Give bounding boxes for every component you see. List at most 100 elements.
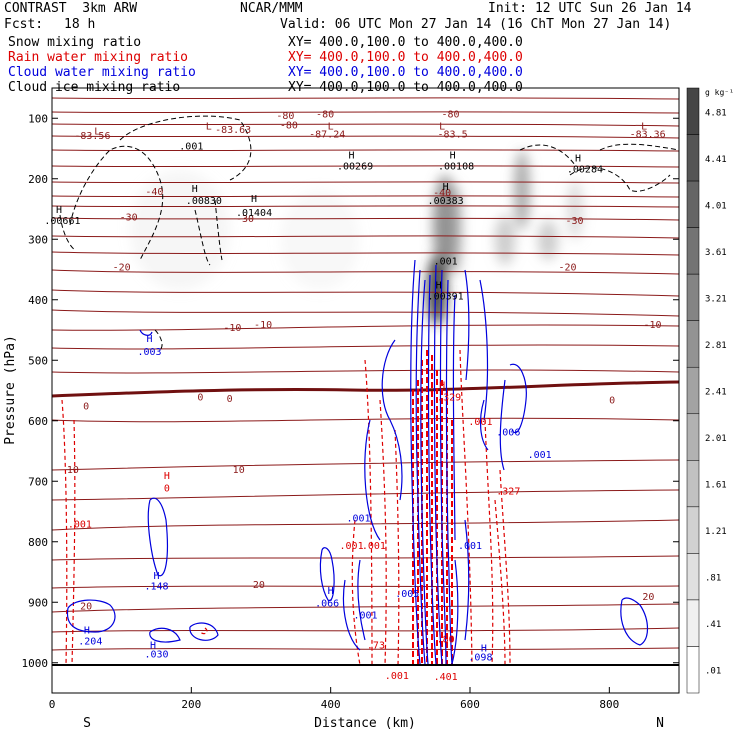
extremum-label: H [56, 205, 62, 216]
colorbar-label: 4.01 [705, 201, 727, 211]
extremum-label: H [349, 151, 355, 162]
extremum-label: .006 [496, 428, 520, 439]
colorbar-label: 1.61 [705, 481, 727, 491]
rain-core [412, 350, 453, 664]
temperature-label: -80 [276, 111, 294, 122]
extremum-label: .001 [340, 541, 364, 552]
colorbar-swatch [686, 646, 700, 694]
colorbar-label: 4.81 [705, 108, 727, 118]
temperature-label: -30 [120, 212, 138, 223]
colorbar-swatch [686, 413, 700, 461]
colorbar-swatch [686, 553, 700, 601]
y-tick-label: 600 [28, 415, 48, 428]
extremum-label: .00269 [337, 161, 373, 172]
x-tick-label: 200 [181, 698, 201, 711]
extremum-label: L [439, 122, 445, 133]
temperature-contours [52, 97, 679, 651]
colorbar-label: 2.81 [705, 341, 727, 351]
ice-shading [130, 150, 583, 325]
colorbar-label: .41 [705, 620, 721, 630]
extremum-label: -83.36 [630, 129, 666, 140]
extremum-label: L [206, 122, 212, 133]
extremum-label: .001 [385, 671, 409, 682]
colorbar-label: 3.61 [705, 248, 727, 258]
extremum-label: H [147, 334, 153, 345]
cloud-water-contours [66, 259, 649, 665]
extremum-label: L [641, 122, 647, 133]
center-title: NCAR/MMM [240, 1, 303, 16]
colorbar-swatch [686, 134, 700, 182]
extremum-label: .00108 [438, 161, 474, 172]
snow-contours [59, 115, 679, 351]
colorbar-swatch [686, 599, 700, 647]
x-tick-label: 400 [321, 698, 341, 711]
colorbar-label: 3.21 [705, 294, 727, 304]
extremum-label: H [164, 471, 170, 482]
init-time: Init: 12 UTC Sun 26 Jan 14 [488, 1, 692, 16]
temperature-label: -30 [565, 216, 583, 227]
extremum-label: H [328, 586, 334, 597]
extremum-label: H [450, 151, 456, 162]
legend-cloud-water-xy: XY= 400.0,100.0 to 400.0,400.0 [288, 65, 523, 80]
extremum-label: .001 [362, 541, 386, 552]
temperature-label: -80 [280, 120, 298, 131]
colorbar-swatch [686, 320, 700, 368]
temperature-label: 0 [609, 396, 615, 407]
extremum-label: .00661 [44, 216, 80, 227]
extremum-label: .401 [434, 672, 458, 683]
extremum-label: .00830 [186, 196, 222, 207]
extremum-label: .001 [68, 520, 92, 531]
temperature-label: -40 [145, 187, 163, 198]
extremum-label: .030 [144, 650, 168, 661]
x-axis-title: Distance (km) [314, 716, 416, 731]
temperature-label: 0 [197, 393, 203, 404]
temperature-label: -80 [316, 109, 334, 120]
y-tick-label: 1000 [22, 657, 49, 670]
extremum-label: H [439, 380, 445, 391]
extremum-label: H [251, 194, 257, 205]
extremum-label: .005 [395, 589, 419, 600]
forecast-value: 18 h [64, 17, 96, 32]
legend-snow: Snow mixing ratio [8, 35, 142, 50]
extremum-label: .80 [437, 635, 455, 646]
extremum-label: .00284 [567, 164, 603, 175]
legend-cloud-water: Cloud water mixing ratio [8, 65, 196, 80]
extremum-label: .001 [179, 141, 203, 152]
temperature-label: 20 [80, 601, 92, 612]
extremum-label: H [481, 644, 487, 655]
extremum-label: H [436, 281, 442, 292]
y-tick-label: 200 [28, 173, 48, 186]
rain-contours [61, 349, 511, 666]
colorbar-swatch [686, 460, 700, 508]
extremum-label: .00391 [428, 292, 464, 303]
temperature-label: 20 [642, 592, 654, 603]
y-axis-title: Pressure (hPa) [3, 335, 18, 445]
plot-area [52, 97, 679, 666]
extremum-label: .00383 [428, 196, 464, 207]
extremum-label: -87.24 [309, 129, 345, 140]
extremum-label: .001 [468, 417, 492, 428]
temperature-label: 10 [233, 465, 245, 476]
extremum-label: H [575, 154, 581, 165]
extremum-label: -83.63 [215, 125, 251, 136]
temperature-label: -10 [643, 320, 661, 331]
extremum-label: .001 [434, 256, 458, 267]
extremum-label: H [153, 571, 159, 582]
legend-rain: Rain water mixing ratio [8, 50, 189, 65]
extremum-label: .066 [315, 598, 339, 609]
temperature-label: -30 [236, 214, 254, 225]
x-tick-label: 0 [49, 698, 56, 711]
temperature-label: -20 [113, 262, 131, 273]
model-title: CONTRAST 3km ARW [4, 1, 138, 16]
temperature-label: -40 [433, 188, 451, 199]
extrema-labels: L-83.56L -83.63 L-87.24L-83.5L-83.36.001H.… [44, 122, 665, 684]
colorbar-swatch [686, 366, 700, 415]
plot-frame [51, 87, 680, 694]
y-tick-label: 900 [28, 596, 48, 609]
colorbar-label: 2.01 [705, 434, 727, 444]
extremum-label: .329 [437, 393, 461, 404]
colorbar-label: .01 [705, 667, 721, 677]
extremum-label: 0 [164, 483, 170, 494]
extremum-label: L [328, 122, 334, 133]
